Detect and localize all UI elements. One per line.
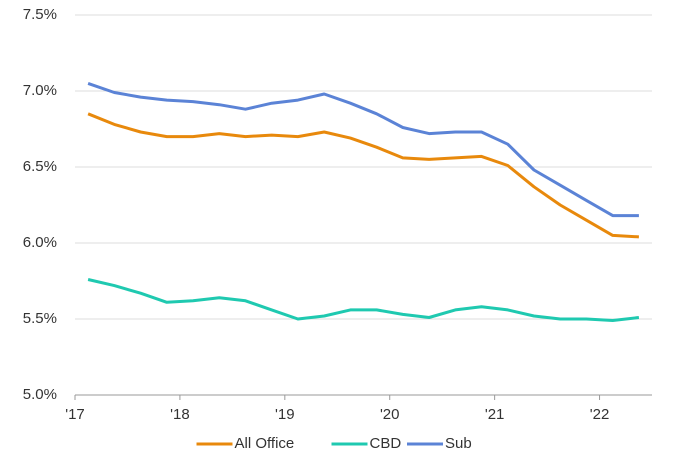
legend-label: All Office — [235, 435, 295, 452]
legend-label: Sub — [445, 435, 472, 452]
y-tick-label: 7.0% — [23, 82, 57, 99]
x-tick-label: '22 — [590, 406, 610, 423]
y-tick-label: 5.0% — [23, 386, 57, 403]
x-tick-label: '20 — [380, 406, 400, 423]
y-tick-label: 6.5% — [23, 158, 57, 175]
x-tick-label: '18 — [170, 406, 190, 423]
x-tick-label: '21 — [485, 406, 505, 423]
series-line — [87, 112, 639, 239]
x-tick-label: '17 — [65, 406, 85, 423]
y-tick-label: 5.5% — [23, 310, 57, 327]
y-tick-label: 7.5% — [23, 6, 57, 23]
y-tick-label: 6.0% — [23, 234, 57, 251]
x-tick-label: '19 — [275, 406, 295, 423]
legend-label: CBD — [370, 435, 402, 452]
series-line — [87, 278, 640, 322]
series-line — [87, 81, 639, 218]
